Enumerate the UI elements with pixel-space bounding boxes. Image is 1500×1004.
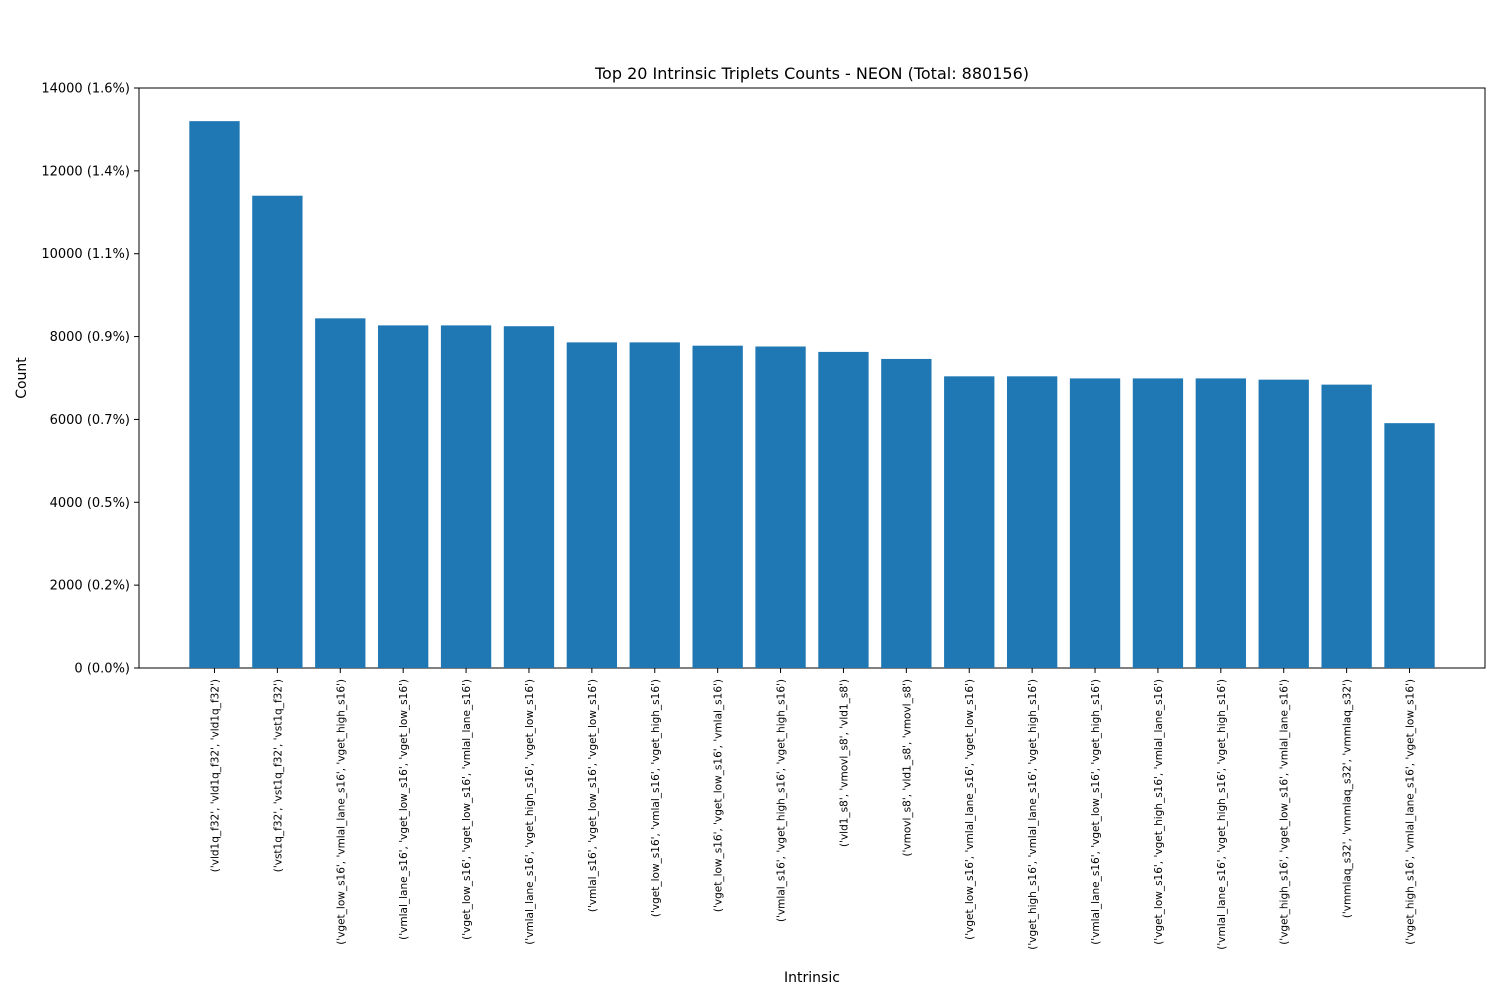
bar	[503, 326, 555, 668]
bar	[315, 318, 366, 668]
y-axis: 0 (0.0%) 2000 (0.2%) 4000 (0.5%) 6000 (0.7%…	[41, 82, 139, 677]
y-tick-label: 12000 (1.4%)	[41, 164, 130, 179]
y-tick-label: 8000 (0.9%)	[50, 330, 130, 345]
y-axis-label: Count	[14, 357, 30, 399]
x-tick-label: ('vget_low_s16', 'vmlal_lane_s16', 'vget…	[335, 679, 347, 945]
bar	[1006, 376, 1058, 668]
x-axis: ('vld1q_f32', 'vld1q_f32', 'vld1q_f32') (…	[209, 668, 1417, 950]
x-tick-label: ('vmlal_lane_s16', 'vget_high_s16', 'vge…	[1216, 679, 1228, 950]
x-tick-label: ('vmovl_s8', 'vld1_s8', 'vmovl_s8')	[901, 679, 913, 857]
y-tick-label: 0 (0.0%)	[74, 662, 130, 677]
bar	[944, 376, 995, 668]
bar	[881, 358, 932, 668]
y-tick-label: 6000 (0.7%)	[50, 413, 130, 428]
bar	[1321, 384, 1372, 668]
x-tick-label: ('vld1_s8', 'vmovl_s8', 'vld1_s8')	[838, 679, 850, 847]
x-tick-label: ('vst1q_f32', 'vst1q_f32', 'vst1q_f32')	[272, 679, 284, 872]
y-tick-label: 14000 (1.6%)	[41, 82, 130, 97]
bars	[189, 121, 1435, 668]
bar	[1195, 378, 1246, 668]
bar	[629, 342, 680, 668]
x-tick-label: ('vget_high_s16', 'vget_low_s16', 'vmlal…	[1279, 679, 1291, 945]
x-tick-label: ('vget_low_s16', 'vget_low_s16', 'vmlal_…	[461, 679, 473, 940]
bar	[440, 325, 492, 668]
x-axis-label: Intrinsic	[784, 970, 840, 986]
x-tick-label: ('vmlal_s16', 'vget_low_s16', 'vget_low_…	[587, 679, 599, 912]
bar	[1132, 378, 1184, 668]
plot-area	[138, 87, 1486, 669]
plot-frame	[138, 87, 1486, 669]
x-tick-label: ('vmlal_lane_s16', 'vget_low_s16', 'vget…	[398, 679, 410, 940]
y-tick-label: 4000 (0.5%)	[50, 496, 130, 511]
bar	[1258, 379, 1309, 668]
bar	[1069, 378, 1121, 668]
bar	[1384, 423, 1435, 668]
x-tick-label: ('vmlal_lane_s16', 'vget_high_s16', 'vge…	[524, 679, 536, 945]
x-tick-label: ('vget_low_s16', 'vget_low_s16', 'vmlal_…	[713, 679, 725, 912]
x-tick-label: ('vmlal_lane_s16', 'vget_low_s16', 'vget…	[1090, 679, 1102, 945]
y-tick-label: 2000 (0.2%)	[50, 579, 130, 594]
x-tick-label: ('vmmlaq_s32', 'vmmlaq_s32', 'vmmlaq_s32…	[1342, 679, 1354, 918]
bar	[189, 121, 240, 668]
x-tick-label: ('vget_low_s16', 'vmlal_lane_s16', 'vget…	[964, 679, 976, 940]
bar	[566, 342, 618, 668]
x-tick-label: ('vget_high_s16', 'vmlal_lane_s16', 'vge…	[1027, 679, 1039, 950]
chart-title: Top 20 Intrinsic Triplets Counts - NEON …	[594, 64, 1029, 83]
bar	[378, 325, 429, 668]
x-tick-label: ('vget_high_s16', 'vmlal_lane_s16', 'vge…	[1405, 679, 1417, 945]
bar	[818, 351, 869, 668]
x-tick-label: ('vld1q_f32', 'vld1q_f32', 'vld1q_f32')	[209, 679, 221, 872]
x-tick-label: ('vget_low_s16', 'vmlal_s16', 'vget_high…	[650, 679, 662, 917]
bar	[252, 195, 303, 668]
x-tick-label: ('vget_low_s16', 'vget_high_s16', 'vmlal…	[1153, 679, 1165, 945]
bar	[755, 346, 806, 668]
x-tick-label: ('vmlal_s16', 'vget_high_s16', 'vget_hig…	[776, 679, 788, 922]
y-tick-label: 10000 (1.1%)	[41, 247, 130, 262]
bar	[692, 345, 743, 668]
